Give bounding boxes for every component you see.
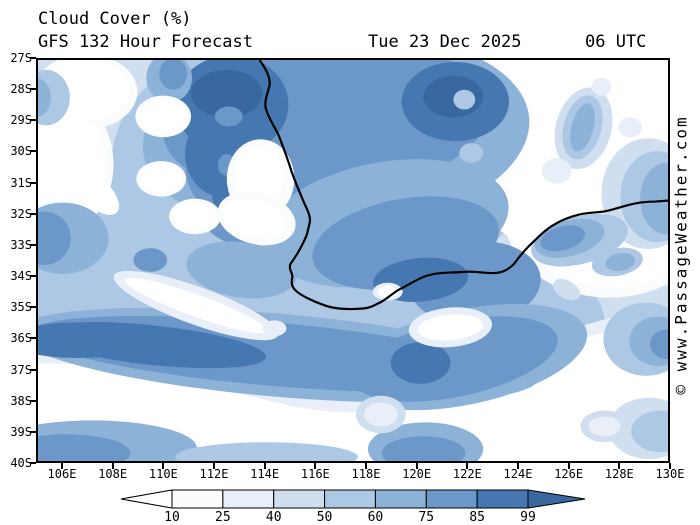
lon-label: 118E — [351, 467, 381, 481]
watermark-passageweather: © www.PassageWeather.com — [671, 115, 691, 395]
lon-label: 126E — [554, 467, 584, 481]
legend-bar — [120, 489, 586, 509]
lat-tick — [30, 88, 36, 91]
lon-label: 114E — [250, 467, 280, 481]
legend-tick-label: 25 — [215, 510, 231, 525]
legend-tick-label: 60 — [367, 510, 384, 525]
lat-tick — [30, 337, 36, 340]
lat-tick — [30, 212, 36, 215]
valid-time: 06 UTC — [585, 32, 647, 52]
lat-tick — [30, 306, 36, 309]
lon-tick — [61, 463, 63, 469]
lat-label: 31S — [10, 175, 32, 190]
valid-date: Tue 23 Dec 2025 — [368, 32, 522, 52]
lon-tick — [365, 463, 367, 469]
lat-label: 34S — [10, 269, 32, 284]
lon-tick — [415, 463, 418, 469]
lat-tick — [30, 275, 36, 278]
lat-label: 36S — [10, 331, 32, 346]
legend-tick-label: 40 — [265, 510, 282, 525]
cloud-cover-contours — [38, 60, 668, 461]
lon-label: 120E — [402, 467, 432, 481]
lon-label: 110E — [148, 467, 178, 481]
legend-segment — [476, 489, 529, 509]
legend-tick-label: 10 — [164, 510, 180, 525]
lat-tick — [30, 150, 36, 153]
lon-tick — [263, 463, 266, 469]
lat-label: 35S — [10, 300, 32, 315]
forecast-map — [36, 58, 670, 463]
lon-tick — [567, 463, 570, 469]
legend-tick-label: 99 — [520, 510, 536, 525]
lat-label: 28S — [10, 82, 32, 97]
legend-segment — [222, 489, 275, 509]
lat-label: 29S — [10, 113, 32, 128]
lat-label: 32S — [10, 206, 32, 221]
model-run-label: GFS 132 Hour Forecast — [38, 32, 253, 52]
lat-label: 37S — [10, 362, 32, 377]
lon-label: 106E — [47, 467, 77, 481]
lon-label: 130E — [655, 467, 685, 481]
lat-tick — [30, 430, 36, 433]
lat-tick — [30, 399, 36, 402]
lat-label: 30S — [10, 144, 32, 159]
lat-label: 27S — [10, 51, 32, 65]
lat-tick — [30, 119, 36, 122]
lon-label: 108E — [98, 467, 128, 481]
lat-label: 33S — [10, 237, 32, 252]
legend-segment — [273, 489, 326, 509]
legend-segment — [171, 489, 224, 509]
legend-tick-label: 50 — [316, 510, 333, 525]
lat-tick — [30, 181, 36, 184]
lat-tick — [30, 368, 36, 371]
lon-tick — [111, 463, 114, 469]
lat-tick — [30, 462, 36, 464]
lon-tick — [669, 463, 671, 469]
lon-tick — [618, 463, 621, 469]
lon-tick — [517, 463, 519, 469]
lon-label: 124E — [503, 467, 533, 481]
lon-tick — [213, 463, 215, 469]
legend-segment — [324, 489, 376, 509]
legend-tick-label: 75 — [418, 510, 435, 525]
lon-tick — [466, 463, 469, 469]
lon-label: 128E — [604, 467, 634, 481]
legend-arrow-left — [120, 489, 173, 509]
lat-label: 38S — [10, 393, 32, 408]
lat-tick — [30, 243, 36, 246]
lat-label: 39S — [10, 424, 32, 439]
legend-arrow-right — [527, 489, 586, 509]
lon-tick — [162, 463, 165, 469]
page-title: Cloud Cover (%) — [38, 9, 192, 29]
lon-tick — [314, 463, 317, 469]
lon-label: 112E — [199, 467, 229, 481]
lat-tick — [30, 57, 36, 59]
coastline — [258, 60, 668, 311]
legend-segment — [425, 489, 478, 509]
lat-label: 40S — [10, 456, 32, 470]
legend-tick-label: 85 — [469, 510, 485, 525]
legend-segment — [374, 489, 427, 509]
lon-label: 116E — [300, 467, 330, 481]
lon-label: 122E — [452, 467, 482, 481]
